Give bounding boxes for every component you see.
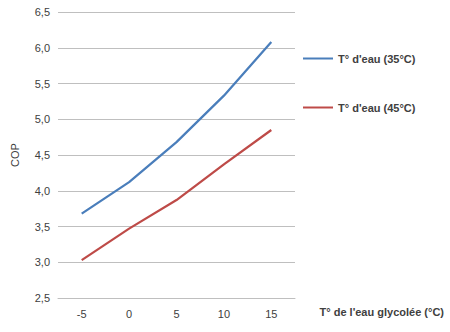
svg-text:5,5: 5,5 — [35, 78, 50, 90]
svg-text:4,0: 4,0 — [35, 185, 50, 197]
svg-text:5,0: 5,0 — [35, 113, 50, 125]
svg-text:2,5: 2,5 — [35, 292, 50, 304]
svg-text:10: 10 — [218, 308, 230, 320]
svg-text:-5: -5 — [77, 308, 87, 320]
svg-text:T° d'eau (45°C): T° d'eau (45°C) — [338, 102, 416, 114]
svg-text:5: 5 — [173, 308, 179, 320]
svg-text:T° d'eau (35°C): T° d'eau (35°C) — [338, 53, 416, 65]
svg-text:3,0: 3,0 — [35, 256, 50, 268]
svg-text:6,0: 6,0 — [35, 42, 50, 54]
svg-text:15: 15 — [265, 308, 277, 320]
svg-text:T° de l'eau glycolée (°C): T° de l'eau glycolée (°C) — [320, 306, 445, 318]
svg-text:0: 0 — [126, 308, 132, 320]
svg-text:4,5: 4,5 — [35, 149, 50, 161]
svg-text:6,5: 6,5 — [35, 6, 50, 18]
svg-text:COP: COP — [9, 143, 21, 167]
svg-text:3,5: 3,5 — [35, 221, 50, 233]
